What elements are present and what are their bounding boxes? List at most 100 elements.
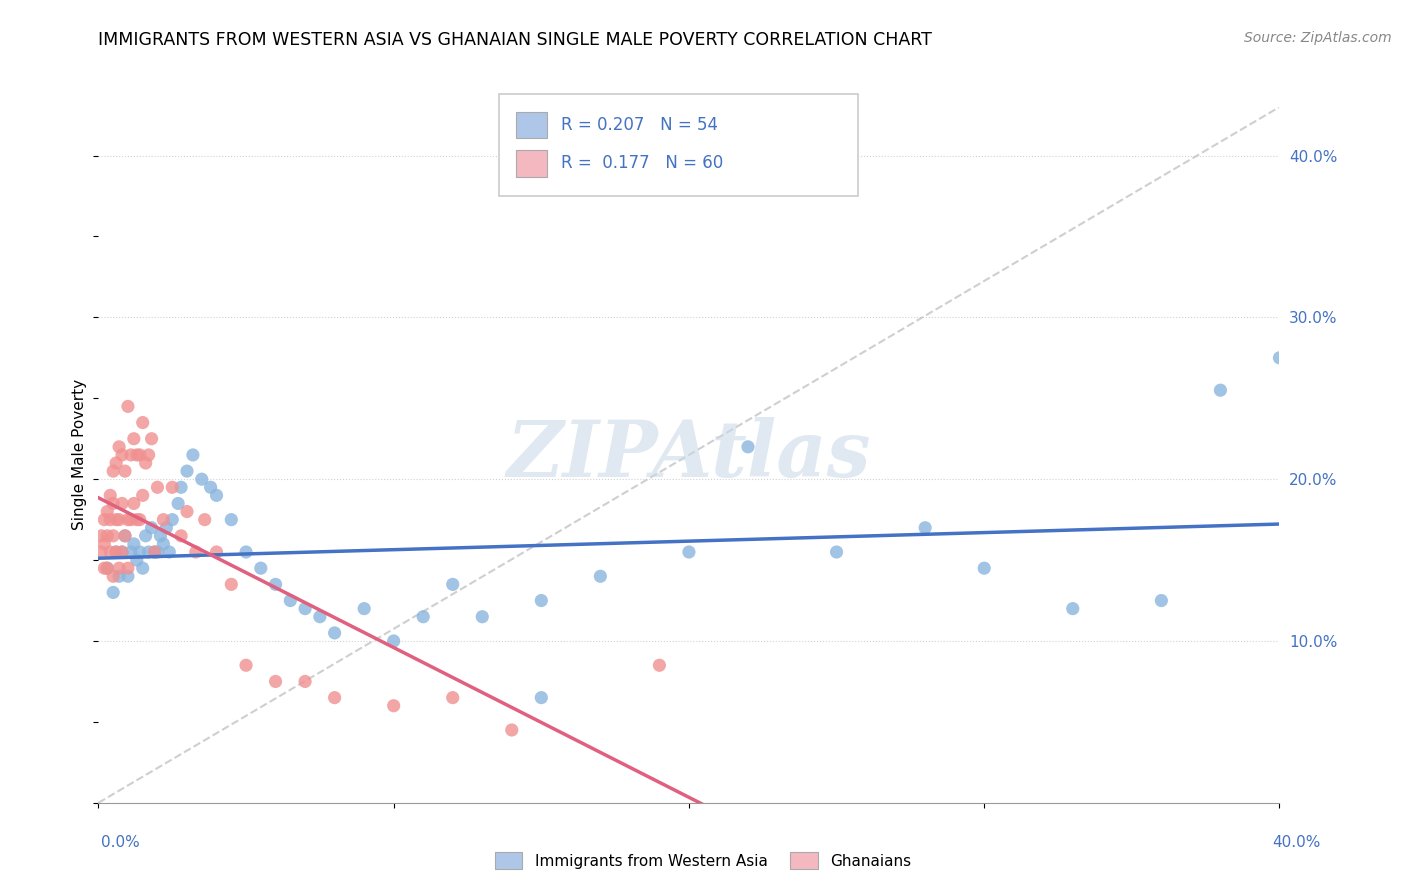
- Point: [128, 513, 150, 527]
- Point: [103, 464, 125, 478]
- Point: [132, 488, 155, 502]
- Point: [125, 513, 148, 527]
- Point: [1150, 593, 1173, 607]
- Point: [103, 529, 125, 543]
- Point: [530, 593, 553, 607]
- Point: [120, 545, 142, 559]
- Point: [143, 545, 166, 559]
- Point: [235, 545, 257, 559]
- Point: [108, 569, 131, 583]
- Point: [181, 448, 204, 462]
- Point: [235, 658, 257, 673]
- Point: [117, 569, 139, 583]
- Point: [294, 674, 316, 689]
- Point: [135, 529, 157, 543]
- Point: [114, 529, 136, 543]
- Point: [441, 690, 464, 705]
- Point: [973, 561, 995, 575]
- Point: [90, 529, 112, 543]
- Point: [176, 464, 198, 478]
- Point: [141, 432, 163, 446]
- Point: [105, 545, 128, 559]
- Point: [170, 480, 193, 494]
- Point: [93, 513, 115, 527]
- Text: R =  0.177   N = 60: R = 0.177 N = 60: [561, 154, 723, 172]
- Point: [152, 537, 174, 551]
- Point: [103, 569, 125, 583]
- Point: [122, 496, 145, 510]
- Point: [111, 545, 134, 559]
- Point: [122, 537, 145, 551]
- Point: [530, 690, 553, 705]
- Point: [96, 529, 118, 543]
- Point: [323, 626, 346, 640]
- Point: [825, 545, 848, 559]
- Point: [184, 545, 207, 559]
- Point: [90, 545, 112, 559]
- Point: [138, 545, 160, 559]
- Point: [167, 496, 190, 510]
- Point: [278, 593, 302, 607]
- Point: [323, 690, 346, 705]
- Point: [678, 545, 700, 559]
- Point: [103, 585, 125, 599]
- Point: [737, 440, 759, 454]
- Point: [96, 504, 118, 518]
- Point: [162, 480, 183, 494]
- Point: [219, 513, 242, 527]
- Point: [111, 448, 134, 462]
- Point: [93, 561, 115, 575]
- Text: 40.0%: 40.0%: [1272, 836, 1320, 850]
- Point: [152, 513, 174, 527]
- Point: [96, 561, 118, 575]
- Point: [264, 674, 287, 689]
- Point: [105, 456, 128, 470]
- Point: [98, 488, 121, 502]
- Point: [382, 698, 405, 713]
- Point: [108, 561, 131, 575]
- Point: [93, 537, 115, 551]
- Point: [128, 545, 150, 559]
- Point: [219, 577, 242, 591]
- Point: [264, 577, 287, 591]
- Point: [176, 504, 198, 518]
- Point: [155, 521, 177, 535]
- Point: [135, 456, 157, 470]
- Point: [146, 545, 169, 559]
- Text: 0.0%: 0.0%: [101, 836, 141, 850]
- Point: [648, 658, 671, 673]
- Point: [589, 569, 612, 583]
- Point: [170, 529, 193, 543]
- Point: [353, 601, 375, 615]
- Point: [194, 513, 217, 527]
- Point: [132, 416, 155, 430]
- Point: [105, 513, 128, 527]
- Point: [125, 553, 148, 567]
- Legend: Immigrants from Western Asia, Ghanaians: Immigrants from Western Asia, Ghanaians: [489, 846, 917, 875]
- Point: [1209, 383, 1232, 397]
- Point: [441, 577, 464, 591]
- Point: [98, 545, 121, 559]
- Point: [914, 521, 936, 535]
- Point: [128, 448, 150, 462]
- Point: [501, 723, 523, 737]
- Y-axis label: Single Male Poverty: Single Male Poverty: [72, 379, 87, 531]
- Point: [1062, 601, 1084, 615]
- Point: [105, 545, 128, 559]
- Point: [471, 609, 494, 624]
- Point: [191, 472, 214, 486]
- Point: [205, 545, 228, 559]
- Point: [114, 529, 136, 543]
- Point: [122, 432, 145, 446]
- Point: [103, 496, 125, 510]
- Text: R = 0.207   N = 54: R = 0.207 N = 54: [561, 116, 718, 134]
- Point: [141, 521, 163, 535]
- Point: [143, 545, 166, 559]
- Point: [117, 400, 139, 414]
- Point: [117, 513, 139, 527]
- Point: [200, 480, 222, 494]
- Point: [125, 448, 148, 462]
- Point: [108, 513, 131, 527]
- Point: [117, 561, 139, 575]
- Point: [382, 634, 405, 648]
